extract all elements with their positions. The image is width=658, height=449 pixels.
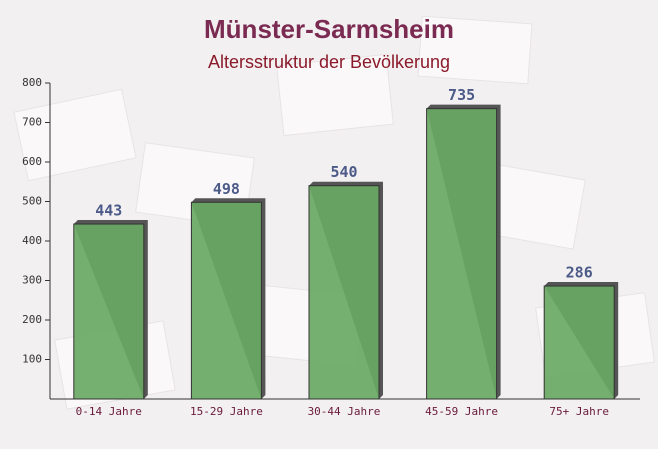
bar [426, 108, 498, 400]
bar [73, 223, 145, 400]
y-tick-label: 700 [22, 116, 42, 129]
x-tick-label: 0-14 Jahre [76, 405, 142, 418]
x-tick-label: 75+ Jahre [549, 405, 609, 418]
chart-title: Münster-Sarmsheim [204, 14, 454, 44]
y-tick-label: 400 [22, 234, 42, 247]
bar [543, 285, 615, 400]
y-tick-label: 100 [22, 353, 42, 366]
y-tick-label: 200 [22, 313, 42, 326]
value-label: 498 [213, 180, 240, 198]
value-label: 286 [566, 264, 593, 282]
bar [308, 185, 380, 400]
value-label: 443 [95, 202, 122, 220]
x-tick-label: 45-59 Jahre [425, 405, 498, 418]
value-label: 540 [330, 163, 357, 181]
x-tick-label: 30-44 Jahre [308, 405, 381, 418]
bar [190, 201, 262, 400]
y-tick-label: 800 [22, 76, 42, 89]
y-tick-label: 500 [22, 195, 42, 208]
x-tick-label: 15-29 Jahre [190, 405, 263, 418]
y-tick-label: 300 [22, 274, 42, 287]
value-label: 735 [448, 86, 475, 104]
chart-subtitle: Altersstruktur der Bevölkerung [208, 52, 450, 72]
y-tick-label: 600 [22, 155, 42, 168]
